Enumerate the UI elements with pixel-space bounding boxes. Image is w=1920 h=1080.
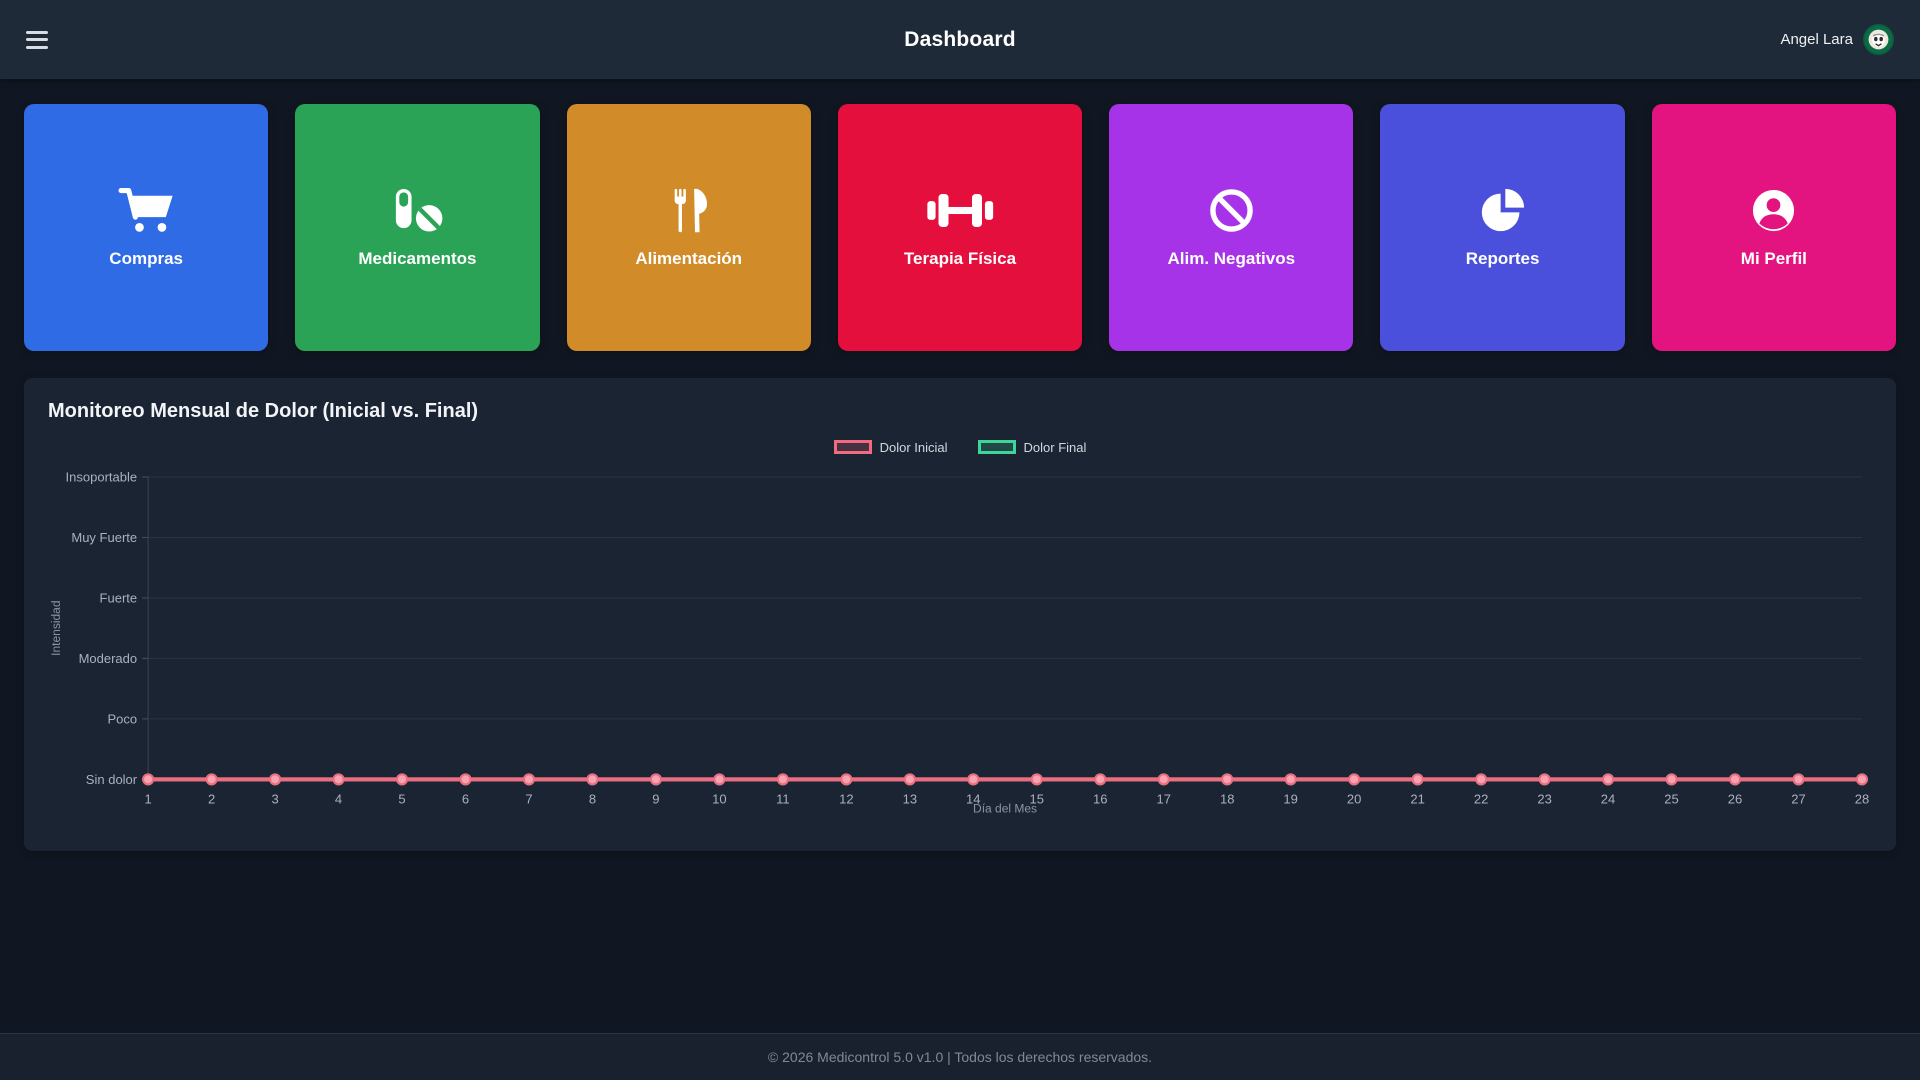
dumbbell-icon bbox=[927, 193, 993, 227]
legend-swatch bbox=[833, 440, 872, 454]
user-name: Angel Lara bbox=[1780, 31, 1853, 48]
svg-text:Muy Fuerte: Muy Fuerte bbox=[71, 530, 137, 545]
svg-text:Moderado: Moderado bbox=[79, 651, 138, 666]
nav-card-alimentacion[interactable]: Alimentación bbox=[566, 104, 811, 351]
svg-text:22: 22 bbox=[1474, 791, 1488, 806]
page-title: Dashboard bbox=[904, 27, 1016, 51]
nav-card-reportes[interactable]: Reportes bbox=[1380, 104, 1625, 351]
nav-card-compras[interactable]: Compras bbox=[24, 104, 269, 351]
svg-text:8: 8 bbox=[589, 791, 596, 806]
nav-card-alim-negativos[interactable]: Alim. Negativos bbox=[1109, 104, 1354, 351]
cart-icon bbox=[118, 187, 173, 232]
svg-text:9: 9 bbox=[652, 791, 659, 806]
svg-text:28: 28 bbox=[1855, 791, 1869, 806]
svg-text:3: 3 bbox=[271, 791, 278, 806]
app-footer: © 2026 Medicontrol 5.0 v1.0 | Todos los … bbox=[0, 1033, 1920, 1080]
main-content: Compras Medicamentos Alimentación bbox=[0, 79, 1920, 1033]
svg-text:18: 18 bbox=[1220, 791, 1234, 806]
svg-text:24: 24 bbox=[1601, 791, 1615, 806]
svg-text:14: 14 bbox=[966, 791, 980, 806]
svg-text:27: 27 bbox=[1791, 791, 1805, 806]
nav-card-label: Medicamentos bbox=[358, 248, 477, 268]
svg-text:20: 20 bbox=[1347, 791, 1361, 806]
nav-card-label: Alim. Negativos bbox=[1167, 248, 1296, 268]
svg-text:10: 10 bbox=[712, 791, 726, 806]
svg-text:Insoportable: Insoportable bbox=[66, 470, 138, 485]
svg-text:12: 12 bbox=[839, 791, 853, 806]
svg-text:5: 5 bbox=[398, 791, 405, 806]
svg-text:23: 23 bbox=[1537, 791, 1551, 806]
nav-card-label: Reportes bbox=[1465, 248, 1540, 268]
legend-label: Dolor Inicial bbox=[879, 439, 948, 455]
svg-text:26: 26 bbox=[1728, 791, 1742, 806]
svg-text:25: 25 bbox=[1664, 791, 1678, 806]
nav-card-terapia-fisica[interactable]: Terapia Física bbox=[837, 104, 1083, 351]
svg-text:Sin dolor: Sin dolor bbox=[86, 772, 138, 787]
svg-text:Intensidad: Intensidad bbox=[49, 600, 63, 655]
svg-text:16: 16 bbox=[1093, 791, 1107, 806]
svg-text:Poco: Poco bbox=[107, 711, 137, 726]
footer-text: © 2026 Medicontrol 5.0 v1.0 | Todos los … bbox=[767, 1049, 1153, 1065]
nav-card-label: Compras bbox=[109, 248, 183, 268]
legend-item[interactable]: Dolor Inicial bbox=[833, 439, 948, 455]
svg-text:17: 17 bbox=[1157, 791, 1171, 806]
svg-text:Fuerte: Fuerte bbox=[100, 590, 138, 605]
svg-text:4: 4 bbox=[335, 791, 342, 806]
nav-card-label: Mi Perfil bbox=[1740, 248, 1807, 268]
user-circle-icon bbox=[1753, 189, 1795, 231]
svg-text:13: 13 bbox=[903, 791, 917, 806]
pain-chart: Sin dolor Poco Moderado Fuerte Muy Fuerte Ins… bbox=[49, 470, 1869, 816]
nav-card-mi-perfil[interactable]: Mi Perfil bbox=[1651, 104, 1896, 351]
pain-chart-panel: Monitoreo Mensual de Dolor (Inicial vs. … bbox=[24, 378, 1896, 851]
svg-text:21: 21 bbox=[1410, 791, 1424, 806]
svg-text:2: 2 bbox=[208, 791, 215, 806]
nav-cards: Compras Medicamentos Alimentación bbox=[24, 104, 1896, 351]
hamburger-menu-icon[interactable] bbox=[26, 30, 52, 49]
svg-text:7: 7 bbox=[525, 791, 532, 806]
app-header: Dashboard Angel Lara bbox=[0, 0, 1920, 79]
chart-legend: Dolor Inicial Dolor Final bbox=[48, 439, 1872, 455]
svg-text:6: 6 bbox=[462, 791, 469, 806]
user-menu[interactable]: Angel Lara bbox=[1780, 24, 1894, 55]
nav-card-medicamentos[interactable]: Medicamentos bbox=[295, 104, 540, 351]
svg-text:1: 1 bbox=[145, 791, 152, 806]
legend-label: Dolor Final bbox=[1023, 439, 1087, 455]
nav-card-label: Alimentación bbox=[635, 248, 743, 268]
svg-text:11: 11 bbox=[776, 791, 790, 806]
chart-pie-icon bbox=[1481, 188, 1525, 231]
nav-card-label: Terapia Física bbox=[903, 248, 1017, 268]
legend-swatch bbox=[977, 440, 1016, 454]
user-avatar[interactable] bbox=[1863, 24, 1894, 55]
svg-text:Día del Mes: Día del Mes bbox=[973, 801, 1037, 815]
pills-icon bbox=[395, 188, 443, 232]
chart-title: Monitoreo Mensual de Dolor (Inicial vs. … bbox=[48, 400, 479, 422]
star-wars-coffee-logo-icon bbox=[1863, 24, 1894, 55]
ban-icon bbox=[1209, 188, 1253, 232]
legend-item[interactable]: Dolor Final bbox=[977, 439, 1087, 455]
utensils-icon bbox=[674, 188, 708, 232]
svg-text:19: 19 bbox=[1283, 791, 1297, 806]
svg-text:15: 15 bbox=[1030, 791, 1044, 806]
